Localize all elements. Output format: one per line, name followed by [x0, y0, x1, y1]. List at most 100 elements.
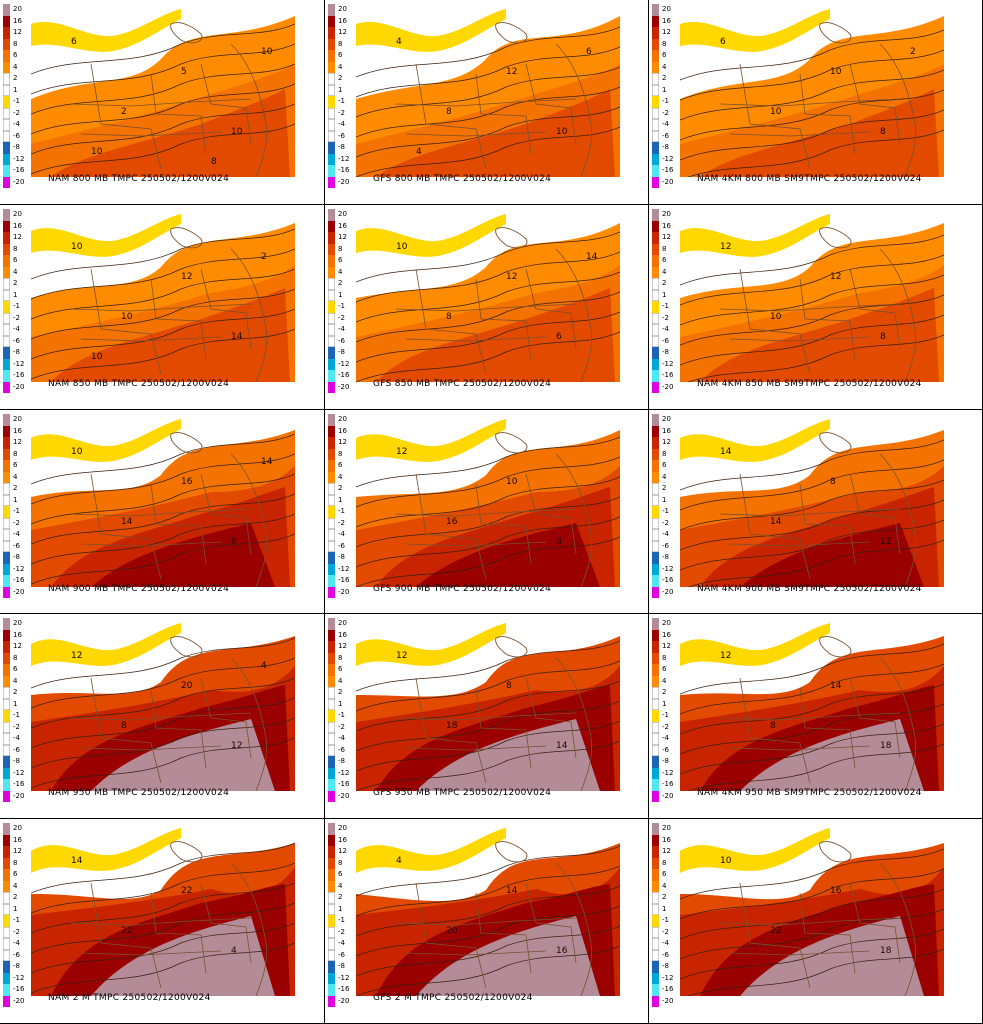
legend-label: 16	[13, 221, 22, 230]
legend-entry: 16	[328, 425, 368, 437]
legend-swatch	[3, 255, 10, 267]
legend-label: 4	[13, 472, 18, 481]
legend-label: -1	[13, 302, 20, 310]
legend-swatch	[328, 448, 335, 460]
contour-label: 14	[231, 332, 243, 342]
cold-region	[680, 823, 944, 900]
legend-swatch	[652, 710, 659, 722]
isotherm-contour	[680, 703, 944, 755]
state-border	[230, 657, 268, 791]
isotherm-contour	[356, 106, 620, 158]
legend-entry: 4	[652, 675, 692, 687]
legend-swatch	[652, 15, 659, 27]
legend-entry: -4	[652, 938, 692, 950]
color-legend: 20 16 12 8 6 4 2 1 -1 -2 -4 -6 -8 -12 -16 -20	[3, 209, 43, 393]
legend-swatch	[328, 289, 335, 301]
temperature-map: 12 8 14 18	[680, 618, 944, 791]
legend-entry: 16	[328, 15, 368, 27]
state-border	[525, 63, 577, 145]
legend-entry: -8	[652, 756, 692, 768]
state-border	[739, 882, 811, 989]
legend-swatch	[652, 823, 659, 835]
legend-swatch	[3, 721, 10, 733]
legend-swatch	[652, 471, 659, 483]
legend-entry: -12	[652, 358, 692, 370]
map-svg: 12 8 20 12 4	[31, 618, 295, 791]
legend-label: -4	[338, 120, 345, 128]
isotherm-contour	[356, 680, 620, 732]
legend-swatch	[328, 903, 335, 915]
legend-entry: -12	[652, 563, 692, 575]
legend-entry: 8	[652, 38, 692, 50]
legend-swatch	[652, 517, 659, 529]
legend-swatch	[652, 50, 659, 62]
legend-label: 6	[13, 665, 18, 673]
contour-label: 16	[830, 886, 842, 896]
state-border	[395, 508, 577, 517]
state-border	[415, 473, 487, 580]
panel-caption: GFS 900 MB TMPC 250502/1200V024	[373, 584, 552, 594]
temperature-map: 12 18 8 14	[356, 618, 620, 791]
great-lakes-outline	[495, 432, 528, 454]
legend-label: -2	[338, 518, 345, 527]
legend-swatch	[328, 641, 335, 653]
state-border	[729, 745, 871, 751]
legend-swatch	[328, 358, 335, 370]
contour-label: 14	[121, 517, 133, 527]
legend-label: 8	[662, 244, 667, 253]
legend-entry: 6	[328, 255, 368, 267]
legend-label: -12	[13, 973, 25, 982]
contour-label: 14	[720, 447, 732, 457]
legend-label: 4	[662, 267, 667, 276]
legend-entry: 20	[652, 414, 692, 426]
legend-entry: -8	[328, 756, 368, 768]
legend-swatch	[652, 381, 659, 393]
legend-entry: 1	[652, 698, 692, 710]
legend-label: 6	[338, 870, 343, 878]
cold-region	[680, 618, 944, 695]
legend-label: -20	[338, 382, 350, 391]
legend-label: -4	[662, 120, 669, 128]
legend-label: -16	[662, 166, 674, 174]
legend-label: 4	[13, 881, 18, 890]
legend-swatch	[3, 949, 10, 961]
legend-label: -20	[13, 791, 25, 800]
isotherm-contour	[356, 126, 620, 177]
legend-label: 12	[13, 28, 22, 36]
near-freezing-band	[680, 828, 830, 873]
contour-label: 12	[396, 447, 407, 457]
legend-entry: -4	[3, 324, 43, 336]
legend-label: -12	[13, 154, 25, 163]
panel-caption: NAM 4KM 950 MB SM9TMPC 250502/1200V024	[697, 788, 922, 798]
contour-label: 20	[446, 926, 458, 936]
state-border	[849, 882, 901, 964]
legend-entry: -6	[3, 540, 43, 552]
isotherm-contour	[680, 459, 944, 511]
legend-entry: 6	[652, 255, 692, 267]
legend-entry: -4	[3, 938, 43, 950]
legend-label: 4	[662, 676, 667, 685]
legend-swatch	[328, 335, 335, 347]
legend-swatch	[652, 869, 659, 881]
isotherm-contour	[31, 83, 295, 135]
legend-label: 20	[338, 5, 347, 13]
color-legend: 20 16 12 8 6 4 2 1 -1 -2 -4 -6 -8 -12 -16 -20	[652, 209, 692, 393]
legend-label: 2	[338, 688, 343, 696]
near-freezing-band	[680, 214, 830, 257]
legend-entry: 12	[652, 846, 692, 858]
legend-label: -4	[338, 939, 345, 947]
legend-entry: -16	[652, 779, 692, 791]
legend-entry: -16	[328, 575, 368, 587]
forecast-panel: 20 16 12 8 6 4 2 1 -1 -2 -4 -6 -8 -12 -16 -20 6 2 5 10 10 10 8…	[0, 0, 325, 205]
legend-label: 20	[338, 210, 347, 218]
legend-entry: -12	[328, 153, 368, 165]
legend-swatch	[652, 370, 659, 382]
contour-label: 22	[181, 886, 192, 896]
legend-label: 12	[662, 233, 671, 241]
legend-swatch	[3, 892, 10, 904]
contour-label: 12	[181, 272, 192, 282]
legend-entry: -8	[328, 552, 368, 564]
legend-label: -2	[13, 722, 20, 731]
contour-label: 16	[181, 477, 193, 487]
legend-label: 12	[662, 28, 671, 36]
